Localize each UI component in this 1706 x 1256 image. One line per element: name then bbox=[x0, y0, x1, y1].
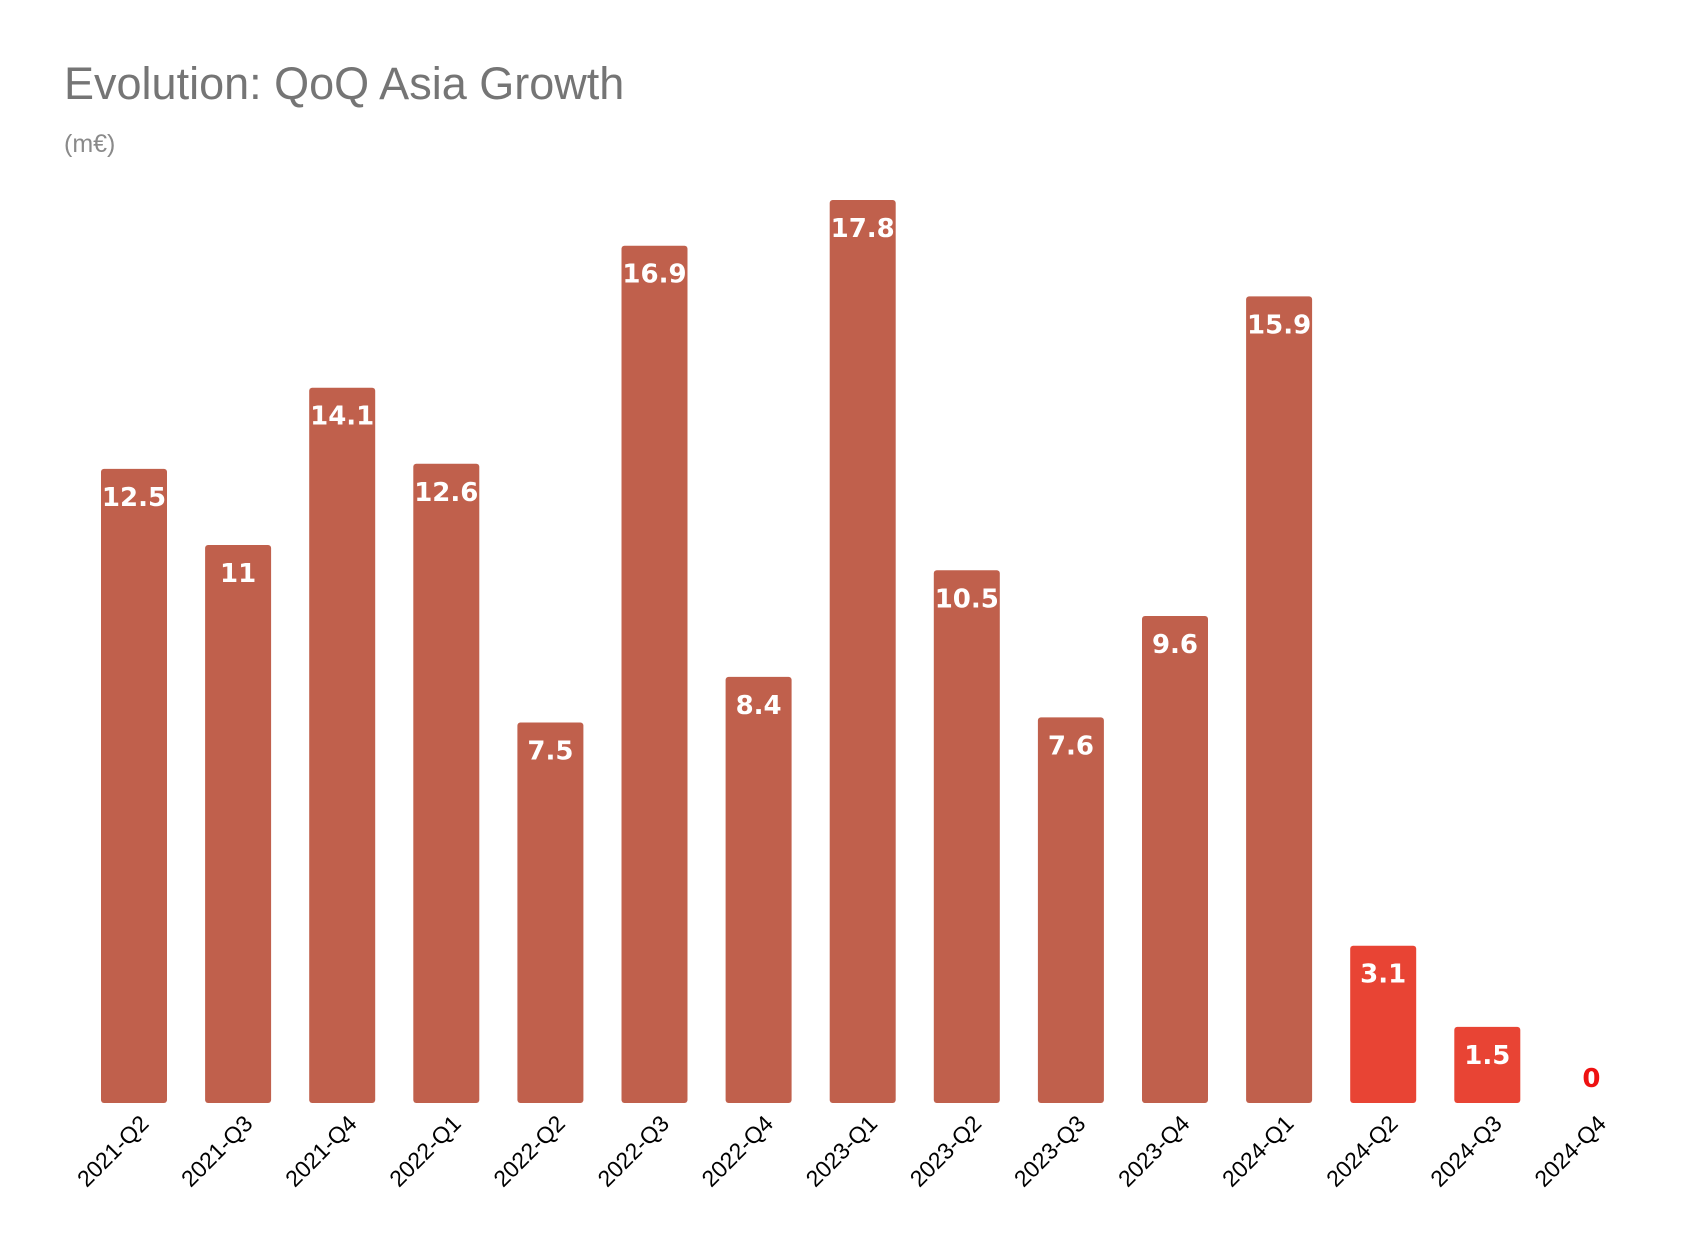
bar-2021-Q4 bbox=[309, 387, 376, 1103]
x-tick-label-2022-Q1: 2022-Q1 bbox=[384, 1110, 466, 1192]
x-tick-label-2023-Q3: 2023-Q3 bbox=[1009, 1110, 1091, 1192]
x-tick-label-2022-Q3: 2022-Q3 bbox=[592, 1110, 674, 1192]
chart-title: Evolution: QoQ Asia Growth bbox=[64, 58, 625, 109]
bar-2022-Q2 bbox=[517, 722, 584, 1103]
data-label-2023-Q1: 17.8 bbox=[831, 214, 895, 244]
data-label-2022-Q3: 16.9 bbox=[622, 260, 686, 290]
data-label-2022-Q4: 8.4 bbox=[736, 691, 782, 721]
data-label-2021-Q3: 11 bbox=[220, 559, 256, 589]
x-tick-label-2023-Q1: 2023-Q1 bbox=[801, 1110, 883, 1192]
data-label-2024-Q4: 0 bbox=[1582, 1064, 1600, 1094]
data-label-2022-Q1: 12.6 bbox=[414, 478, 478, 508]
x-tick-label-2022-Q4: 2022-Q4 bbox=[696, 1110, 778, 1192]
data-label-2023-Q3: 7.6 bbox=[1048, 731, 1094, 761]
bar-2021-Q2 bbox=[101, 468, 167, 1103]
x-tick-label-2024-Q2: 2024-Q2 bbox=[1321, 1110, 1403, 1192]
x-tick-label-2024-Q1: 2024-Q1 bbox=[1217, 1110, 1299, 1192]
data-label-2022-Q2: 7.5 bbox=[527, 737, 573, 767]
x-tick-label-2022-Q2: 2022-Q2 bbox=[488, 1110, 570, 1192]
bar-2024-Q3 bbox=[1454, 1026, 1521, 1103]
bar-2023-Q2 bbox=[933, 570, 1000, 1103]
data-label-2021-Q2: 12.5 bbox=[102, 483, 166, 513]
x-tick-label-2023-Q4: 2023-Q4 bbox=[1113, 1110, 1195, 1192]
bar-2023-Q1 bbox=[829, 200, 896, 1103]
bar-2022-Q4 bbox=[725, 676, 792, 1103]
bar-2021-Q3 bbox=[205, 545, 272, 1103]
x-tick-label-2024-Q4: 2024-Q4 bbox=[1529, 1110, 1611, 1192]
bars-group bbox=[101, 200, 1521, 1103]
x-tick-label-2024-Q3: 2024-Q3 bbox=[1425, 1110, 1507, 1192]
chart-subtitle: (m€) bbox=[64, 130, 116, 158]
bar-2022-Q1 bbox=[413, 463, 480, 1103]
bar-2022-Q3 bbox=[621, 245, 688, 1103]
x-tick-label-2021-Q4: 2021-Q4 bbox=[280, 1110, 362, 1192]
data-label-2021-Q4: 14.1 bbox=[310, 402, 374, 432]
bar-2023-Q4 bbox=[1142, 616, 1208, 1103]
data-label-2024-Q3: 1.5 bbox=[1464, 1041, 1510, 1071]
bar-2024-Q2 bbox=[1350, 945, 1417, 1103]
data-label-2024-Q1: 15.9 bbox=[1247, 310, 1311, 340]
bar-2023-Q3 bbox=[1037, 717, 1104, 1103]
x-tick-label-2021-Q2: 2021-Q2 bbox=[72, 1110, 154, 1192]
data-label-2023-Q2: 10.5 bbox=[935, 584, 999, 614]
x-axis-ticks: 2021-Q2 2021-Q3 2021-Q4 2022-Q1 2022-Q2 2022-… bbox=[72, 1110, 1611, 1192]
data-label-2023-Q4: 9.6 bbox=[1152, 630, 1198, 660]
x-tick-label-2023-Q2: 2023-Q2 bbox=[905, 1110, 987, 1192]
data-label-2024-Q2: 3.1 bbox=[1360, 960, 1406, 990]
bar-2024-Q1 bbox=[1246, 296, 1313, 1103]
x-tick-label-2021-Q3: 2021-Q3 bbox=[176, 1110, 258, 1192]
data-labels-group: 12.5 11 14.1 12.6 7.5 16.9 8.4 17.8 10.5 7.6 9.6 15… bbox=[102, 214, 1601, 1094]
